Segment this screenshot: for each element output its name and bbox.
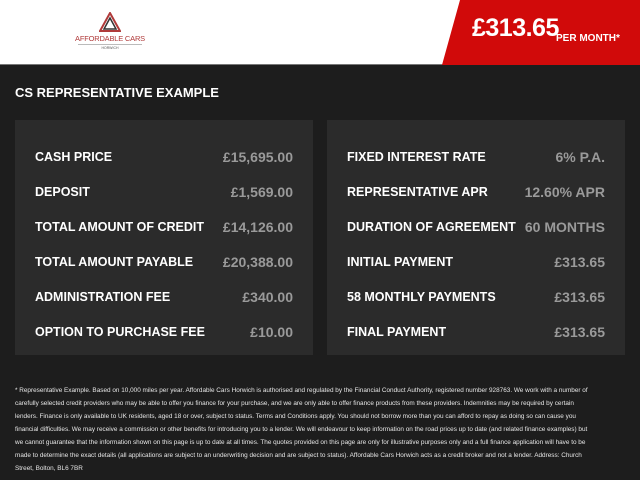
logo-triangle-icon (99, 12, 121, 32)
row-label: DURATION OF AGREEMENT (347, 219, 516, 234)
finance-row: INITIAL PAYMENT £313.65 (347, 244, 605, 279)
row-value: £313.65 (554, 323, 605, 340)
finance-row: DURATION OF AGREEMENT 60 MONTHS (347, 209, 605, 244)
per-month-label: PER MONTH* (556, 33, 620, 44)
finance-row: REPRESENTATIVE APR 12.60% APR (347, 174, 605, 209)
row-label: INITIAL PAYMENT (347, 254, 454, 269)
row-label: FINAL PAYMENT (347, 324, 447, 339)
finance-row: FIXED INTEREST RATE 6% P.A. (347, 139, 605, 174)
monthly-price-banner: £313.65 PER MONTH* (442, 0, 640, 65)
finance-row: CASH PRICE £15,695.00 (35, 139, 293, 174)
row-label: 58 MONTHLY PAYMENTS (347, 289, 496, 304)
monthly-price: £313.65 (472, 14, 559, 42)
finance-row: OPTION TO PURCHASE FEE £10.00 (35, 314, 293, 349)
left-panel: CASH PRICE £15,695.00 DEPOSIT £1,569.00 … (15, 120, 313, 355)
footnote: * Representative Example. Based on 10,00… (15, 387, 588, 472)
row-label: TOTAL AMOUNT PAYABLE (35, 254, 194, 269)
row-value: 12.60% APR (524, 183, 605, 200)
row-value: £10.00 (250, 323, 293, 340)
logo-subtext: HORWICH (78, 44, 142, 50)
row-value: £340.00 (242, 288, 293, 305)
finance-row: TOTAL AMOUNT OF CREDIT £14,126.00 (35, 209, 293, 244)
row-label: TOTAL AMOUNT OF CREDIT (35, 219, 204, 234)
finance-row: DEPOSIT £1,569.00 (35, 174, 293, 209)
finance-row: TOTAL AMOUNT PAYABLE £20,388.00 (35, 244, 293, 279)
row-value: £20,388.00 (222, 253, 293, 270)
right-panel: FIXED INTEREST RATE 6% P.A. REPRESENTATI… (327, 120, 625, 355)
finance-row: 58 MONTHLY PAYMENTS £313.65 (347, 279, 605, 314)
row-label: REPRESENTATIVE APR (347, 184, 488, 199)
row-label: DEPOSIT (35, 184, 90, 199)
row-label: FIXED INTEREST RATE (347, 149, 486, 164)
header: AFFORDABLE CARS HORWICH £313.65 PER MONT… (0, 0, 640, 65)
row-label: ADMINISTRATION FEE (35, 289, 171, 304)
finance-row: ADMINISTRATION FEE £340.00 (35, 279, 293, 314)
row-label: CASH PRICE (35, 149, 113, 164)
logo[interactable]: AFFORDABLE CARS HORWICH (70, 12, 150, 50)
row-value: £313.65 (554, 288, 605, 305)
row-value: £15,695.00 (222, 148, 293, 165)
logo-text: AFFORDABLE CARS (75, 34, 145, 43)
section-title: CS REPRESENTATIVE EXAMPLE (15, 85, 219, 100)
row-value: £14,126.00 (222, 218, 293, 235)
row-value: £1,569.00 (230, 183, 293, 200)
row-value: 6% P.A. (555, 148, 605, 165)
row-label: OPTION TO PURCHASE FEE (35, 324, 205, 339)
row-value: £313.65 (554, 253, 605, 270)
row-value: 60 MONTHS (524, 218, 605, 235)
finance-row: FINAL PAYMENT £313.65 (347, 314, 605, 349)
